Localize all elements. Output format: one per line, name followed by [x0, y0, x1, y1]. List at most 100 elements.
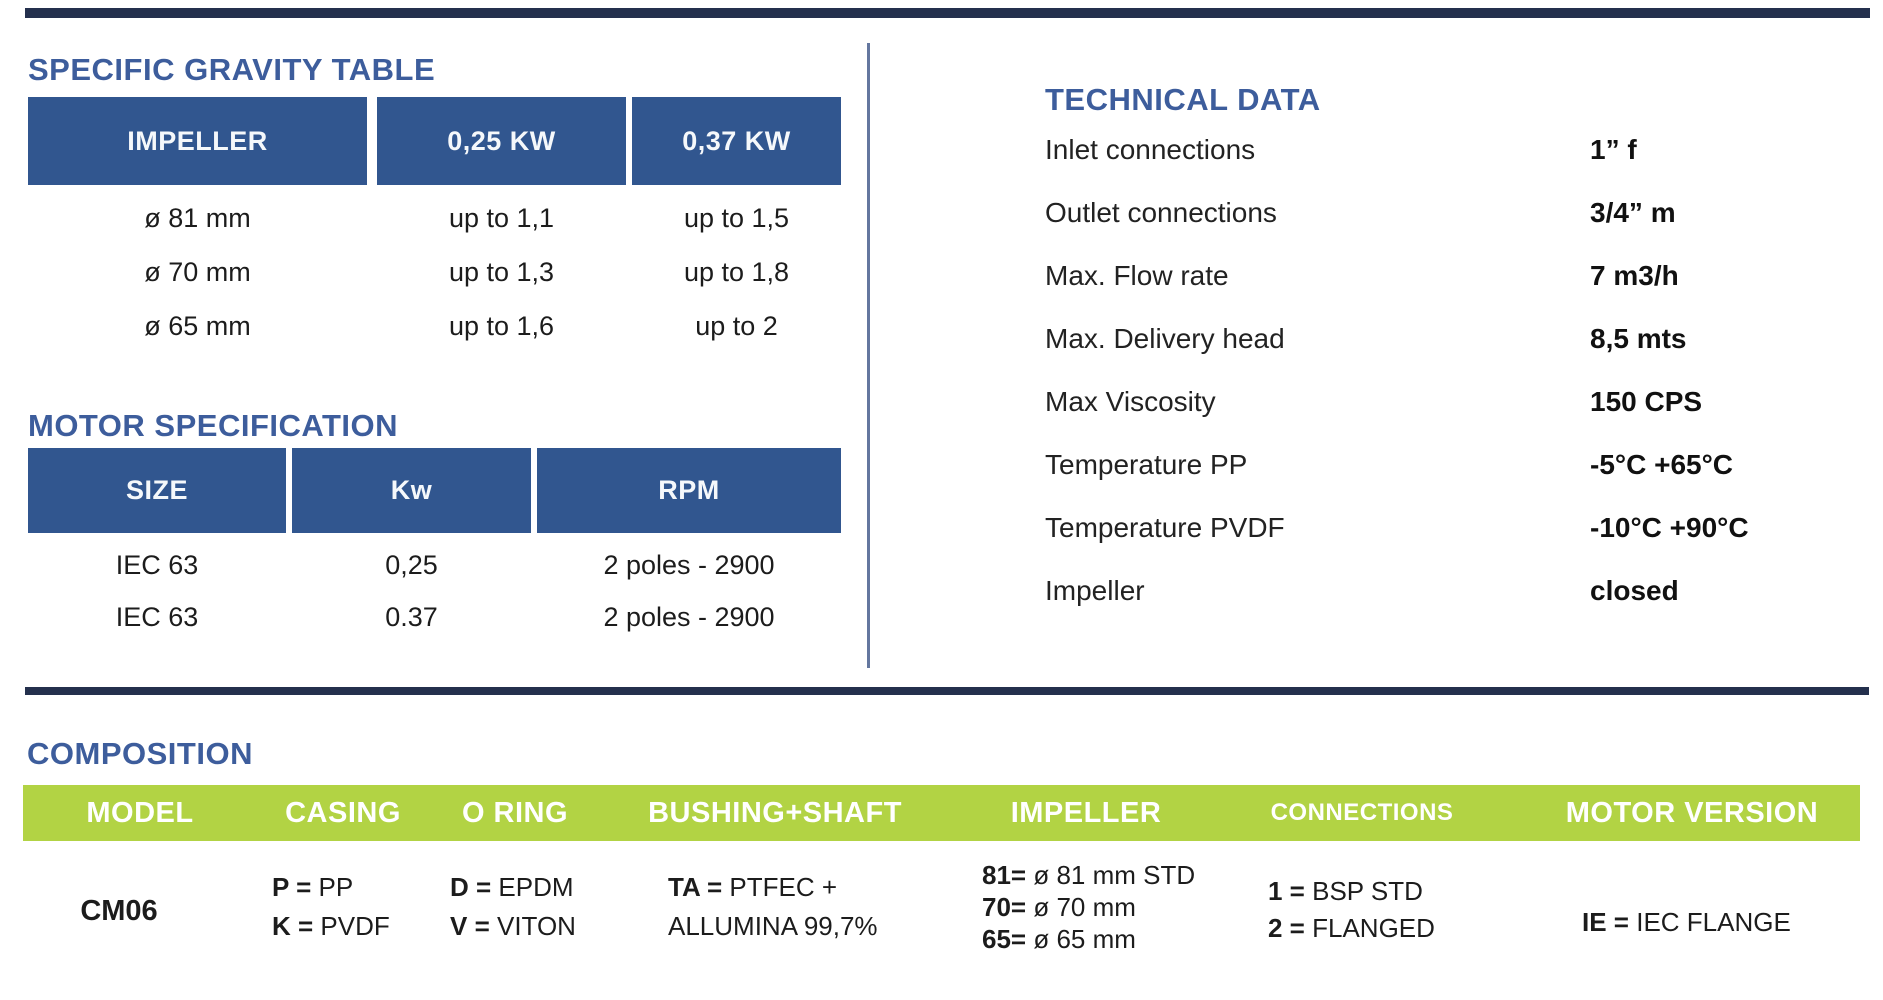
tech-row: Temperature PP -5°C +65°C [1045, 433, 1835, 496]
column-header: Kw [292, 448, 531, 533]
table-row: IEC 63 0,25 2 poles - 2900 [28, 539, 841, 591]
table-cell: up to 1,1 [448, 202, 555, 233]
tech-row: Max. Flow rate 7 m3/h [1045, 244, 1835, 307]
table-row: ø 81 mm up to 1,1 up to 1,5 [28, 191, 841, 245]
option-key: TA = [668, 872, 723, 902]
tech-value: -5°C +65°C [1590, 448, 1734, 480]
tech-value: 7 m3/h [1590, 259, 1679, 291]
option-key: 65= [982, 924, 1027, 954]
column-header: SIZE [28, 448, 286, 533]
option-key: 1 = [1268, 876, 1305, 906]
column-header: MOTOR VERSION [1565, 796, 1819, 829]
table-cell: 0,25 [385, 549, 438, 580]
table-cell: IEC 63 [115, 549, 199, 580]
option-line: ALLUMINA 99,7% [668, 907, 878, 946]
option-key: 81= [982, 860, 1027, 890]
option-value: ALLUMINA 99,7% [668, 911, 878, 941]
tech-row: Impeller closed [1045, 559, 1835, 622]
option-key: V = [450, 911, 490, 941]
option-value: FLANGED [1312, 913, 1435, 943]
option-value: PVDF [320, 911, 390, 941]
composition-connections: 1 = BSP STD 2 = FLANGED [1268, 873, 1435, 947]
option-line: K = PVDF [272, 907, 390, 946]
specific-gravity-header-row: IMPELLER 0,25 KW 0,37 KW [28, 97, 841, 185]
tech-label: Temperature PVDF [1045, 511, 1285, 543]
column-header: 0,37 KW [632, 97, 841, 185]
option-line: 81= ø 81 mm STD [982, 859, 1195, 891]
composition-impeller: 81= ø 81 mm STD 70= ø 70 mm 65= ø 65 mm [982, 859, 1195, 955]
composition-header-bar: MODEL CASING O RING BUSHING+SHAFT IMPELL… [23, 785, 1860, 841]
composition-bushing-shaft: TA = PTFEC + ALLUMINA 99,7% [668, 868, 878, 946]
column-header: CASING [285, 796, 401, 829]
column-header: BUSHING+SHAFT [648, 796, 902, 829]
option-value: ø 65 mm [1033, 924, 1136, 954]
tech-label: Temperature PP [1045, 448, 1248, 480]
column-header: CONNECTIONS [1270, 799, 1454, 826]
option-key: K = [272, 911, 314, 941]
option-key: 70= [982, 892, 1027, 922]
column-header: 0,25 KW [377, 97, 626, 185]
tech-value: 1” f [1590, 133, 1637, 165]
column-header: IMPELLER [1010, 796, 1162, 829]
table-cell: up to 1,6 [448, 310, 555, 341]
composition-motor-version: IE = IEC FLANGE [1582, 907, 1791, 938]
option-key: IE = [1582, 907, 1629, 937]
tech-label: Max. Flow rate [1045, 259, 1229, 291]
table-cell: ø 81 mm [144, 202, 251, 233]
tech-value: 150 CPS [1590, 385, 1703, 417]
specific-gravity-title: SPECIFIC GRAVITY TABLE [28, 52, 436, 87]
motor-specification-title: MOTOR SPECIFICATION [28, 408, 399, 443]
specific-gravity-table: IMPELLER 0,25 KW 0,37 KW ø 81 mm up to 1… [28, 97, 841, 353]
table-cell: IEC 63 [115, 601, 199, 632]
option-key: 2 = [1268, 913, 1305, 943]
motor-specification-header-row: SIZE Kw RPM [28, 448, 841, 533]
table-cell: 0.37 [385, 601, 438, 632]
column-header: IMPELLER [28, 97, 367, 185]
column-header: O RING [461, 796, 569, 829]
composition-casing: P = PP K = PVDF [272, 868, 390, 946]
table-cell: 2 poles - 2900 [603, 601, 775, 632]
tech-value: -10°C +90°C [1590, 511, 1749, 543]
option-value: BSP STD [1312, 876, 1423, 906]
option-line: TA = PTFEC + [668, 868, 878, 907]
option-line: V = VITON [450, 907, 576, 946]
table-row: IEC 63 0.37 2 poles - 2900 [28, 591, 841, 643]
technical-data-title: TECHNICAL DATA [1045, 82, 1321, 117]
option-line: D = EPDM [450, 868, 576, 907]
table-cell: up to 1,3 [448, 256, 555, 287]
vertical-divider [867, 43, 870, 668]
option-line: 1 = BSP STD [1268, 873, 1435, 910]
tech-row: Max Viscosity 150 CPS [1045, 370, 1835, 433]
option-value: PP [318, 872, 354, 902]
tech-label: Impeller [1045, 574, 1145, 606]
option-line: 70= ø 70 mm [982, 891, 1195, 923]
option-line: P = PP [272, 868, 390, 907]
table-cell: up to 1,5 [683, 202, 790, 233]
tech-value: 3/4” m [1590, 196, 1676, 228]
tech-value: 8,5 mts [1590, 322, 1687, 354]
table-row: ø 65 mm up to 1,6 up to 2 [28, 299, 841, 353]
option-line: 65= ø 65 mm [982, 923, 1195, 955]
top-rule [25, 8, 1870, 18]
option-value: ø 81 mm STD [1033, 860, 1196, 890]
table-row: ø 70 mm up to 1,3 up to 1,8 [28, 245, 841, 299]
table-cell: ø 70 mm [144, 256, 251, 287]
option-key: D = [450, 872, 492, 902]
option-value: PTFEC + [729, 872, 838, 902]
option-value: ø 70 mm [1033, 892, 1136, 922]
table-cell: 2 poles - 2900 [603, 549, 775, 580]
tech-row: Inlet connections 1” f [1045, 118, 1835, 181]
tech-row: Outlet connections 3/4” m [1045, 181, 1835, 244]
composition-o-ring: D = EPDM V = VITON [450, 868, 576, 946]
column-header: RPM [537, 448, 841, 533]
tech-row: Max. Delivery head 8,5 mts [1045, 307, 1835, 370]
tech-value: closed [1590, 574, 1679, 606]
tech-label: Inlet connections [1045, 133, 1256, 165]
column-header: MODEL [86, 796, 194, 829]
tech-label: Max Viscosity [1045, 385, 1216, 417]
technical-data-list: Inlet connections 1” f Outlet connection… [1045, 118, 1835, 622]
option-value: EPDM [498, 872, 574, 902]
motor-specification-table: SIZE Kw RPM IEC 63 0,25 2 poles - 2900 I… [28, 448, 841, 643]
composition-model: CM06 [80, 895, 158, 927]
